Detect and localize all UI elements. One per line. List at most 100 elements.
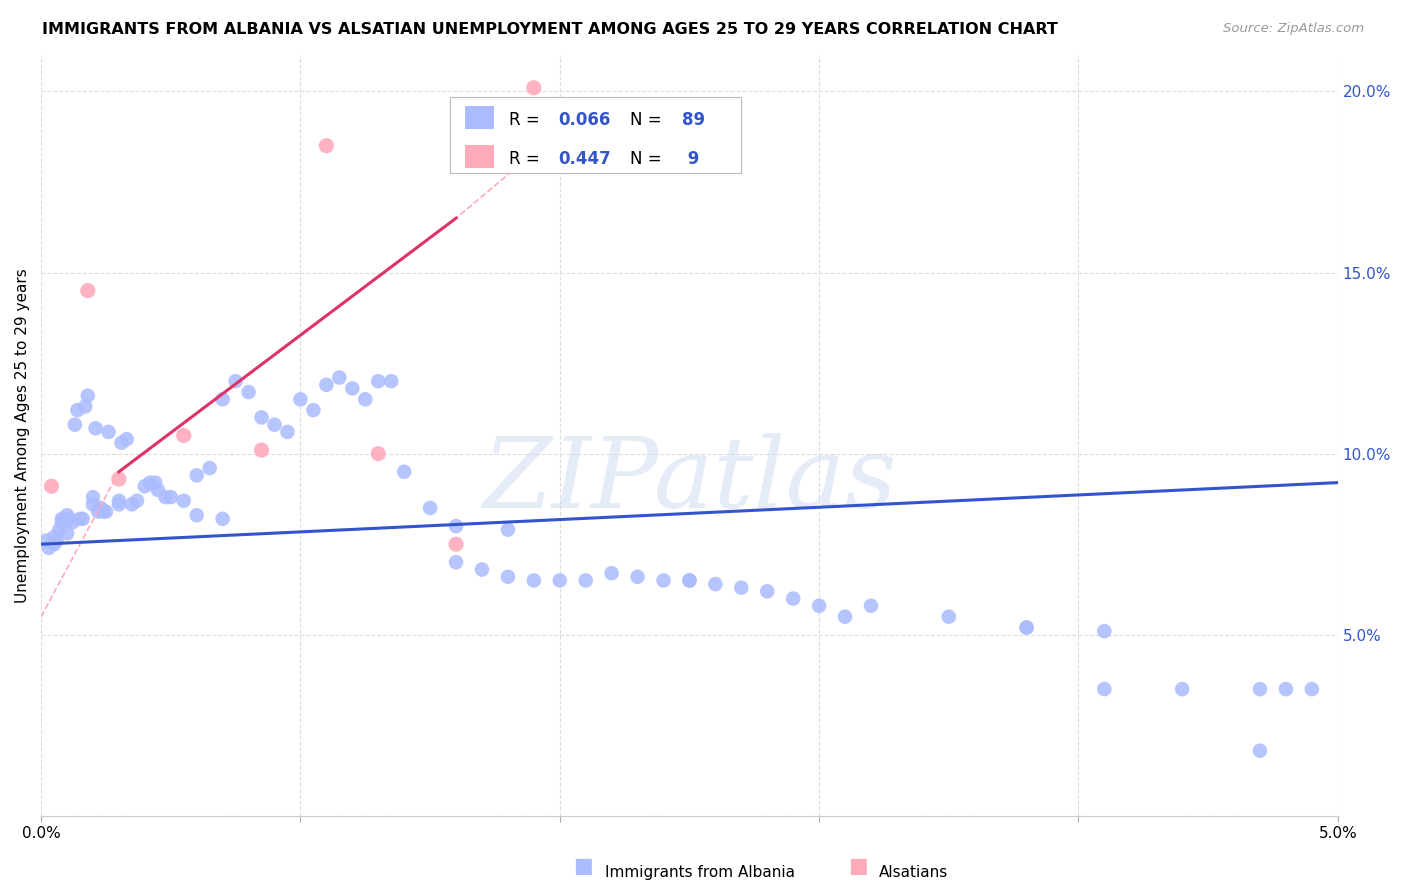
Point bbox=[1249, 682, 1271, 697]
Point bbox=[211, 392, 233, 407]
Point bbox=[315, 377, 337, 392]
Point bbox=[756, 584, 779, 599]
Point bbox=[108, 472, 131, 486]
Point bbox=[1301, 682, 1323, 697]
Point bbox=[211, 512, 233, 526]
Point bbox=[1275, 682, 1298, 697]
Point bbox=[276, 425, 298, 439]
Point bbox=[60, 516, 83, 530]
Point bbox=[59, 512, 82, 526]
Point bbox=[238, 385, 260, 400]
Point bbox=[444, 555, 467, 569]
Point bbox=[45, 533, 67, 548]
Text: R =: R = bbox=[509, 151, 546, 169]
Point bbox=[704, 577, 727, 591]
Point bbox=[198, 461, 221, 475]
Point bbox=[108, 493, 131, 508]
Point bbox=[35, 533, 58, 548]
Text: 9: 9 bbox=[682, 151, 699, 169]
Point bbox=[69, 512, 91, 526]
Point bbox=[392, 465, 415, 479]
Point bbox=[263, 417, 285, 432]
Point bbox=[173, 428, 195, 442]
Text: Alsatians: Alsatians bbox=[879, 865, 948, 880]
Bar bbox=[465, 106, 494, 129]
Point bbox=[42, 530, 65, 544]
Point bbox=[51, 512, 73, 526]
Point bbox=[108, 497, 131, 511]
Point bbox=[56, 508, 79, 523]
Point bbox=[1092, 682, 1115, 697]
Point bbox=[90, 500, 112, 515]
Text: 89: 89 bbox=[682, 111, 704, 128]
Point bbox=[186, 508, 208, 523]
Point bbox=[97, 425, 120, 439]
Point bbox=[134, 479, 156, 493]
Point bbox=[125, 493, 148, 508]
Point bbox=[42, 537, 65, 551]
Point bbox=[808, 599, 831, 613]
Point bbox=[1092, 624, 1115, 639]
Point bbox=[290, 392, 312, 407]
Point bbox=[471, 563, 494, 577]
Point bbox=[75, 400, 97, 414]
Point bbox=[302, 403, 325, 417]
Point bbox=[523, 574, 546, 588]
Point bbox=[72, 512, 94, 526]
Point bbox=[225, 374, 247, 388]
Text: ■: ■ bbox=[574, 856, 593, 876]
Text: IMMIGRANTS FROM ALBANIA VS ALSATIAN UNEMPLOYMENT AMONG AGES 25 TO 29 YEARS CORRE: IMMIGRANTS FROM ALBANIA VS ALSATIAN UNEM… bbox=[42, 22, 1059, 37]
Text: N =: N = bbox=[630, 111, 666, 128]
Text: ZIPatlas: ZIPatlas bbox=[482, 434, 897, 529]
Point bbox=[110, 435, 132, 450]
Y-axis label: Unemployment Among Ages 25 to 29 years: Unemployment Among Ages 25 to 29 years bbox=[15, 268, 30, 603]
Bar bbox=[465, 145, 494, 169]
Point bbox=[444, 537, 467, 551]
Point bbox=[84, 421, 107, 435]
Point bbox=[143, 475, 166, 490]
Point bbox=[652, 574, 675, 588]
Text: 0.447: 0.447 bbox=[558, 151, 612, 169]
Point bbox=[782, 591, 804, 606]
Point bbox=[1171, 682, 1194, 697]
Point bbox=[146, 483, 169, 497]
Point bbox=[159, 490, 181, 504]
Point bbox=[82, 490, 104, 504]
Point bbox=[419, 500, 441, 515]
Point bbox=[121, 497, 143, 511]
Point bbox=[1015, 621, 1038, 635]
FancyBboxPatch shape bbox=[450, 97, 741, 173]
Point bbox=[328, 370, 350, 384]
Point bbox=[56, 526, 79, 541]
Point bbox=[93, 505, 115, 519]
Point bbox=[496, 570, 519, 584]
Point bbox=[367, 374, 389, 388]
Point bbox=[444, 519, 467, 533]
Point bbox=[76, 284, 98, 298]
Point bbox=[496, 523, 519, 537]
Point bbox=[173, 493, 195, 508]
Point bbox=[51, 516, 73, 530]
Text: 0.066: 0.066 bbox=[558, 111, 610, 128]
Text: Source: ZipAtlas.com: Source: ZipAtlas.com bbox=[1223, 22, 1364, 36]
Point bbox=[548, 574, 571, 588]
Point bbox=[678, 574, 700, 588]
Point bbox=[87, 505, 110, 519]
Point bbox=[600, 566, 623, 581]
Point bbox=[1015, 621, 1038, 635]
Point bbox=[139, 475, 162, 490]
Point bbox=[48, 523, 70, 537]
Point bbox=[315, 138, 337, 153]
Point bbox=[250, 442, 273, 457]
Point bbox=[82, 497, 104, 511]
Point bbox=[186, 468, 208, 483]
Point bbox=[1249, 744, 1271, 758]
Point bbox=[63, 417, 86, 432]
Point bbox=[523, 80, 546, 95]
Point bbox=[626, 570, 648, 584]
Point bbox=[66, 403, 89, 417]
Point bbox=[354, 392, 377, 407]
Text: ■: ■ bbox=[848, 856, 868, 876]
Point bbox=[859, 599, 882, 613]
Point bbox=[730, 581, 752, 595]
